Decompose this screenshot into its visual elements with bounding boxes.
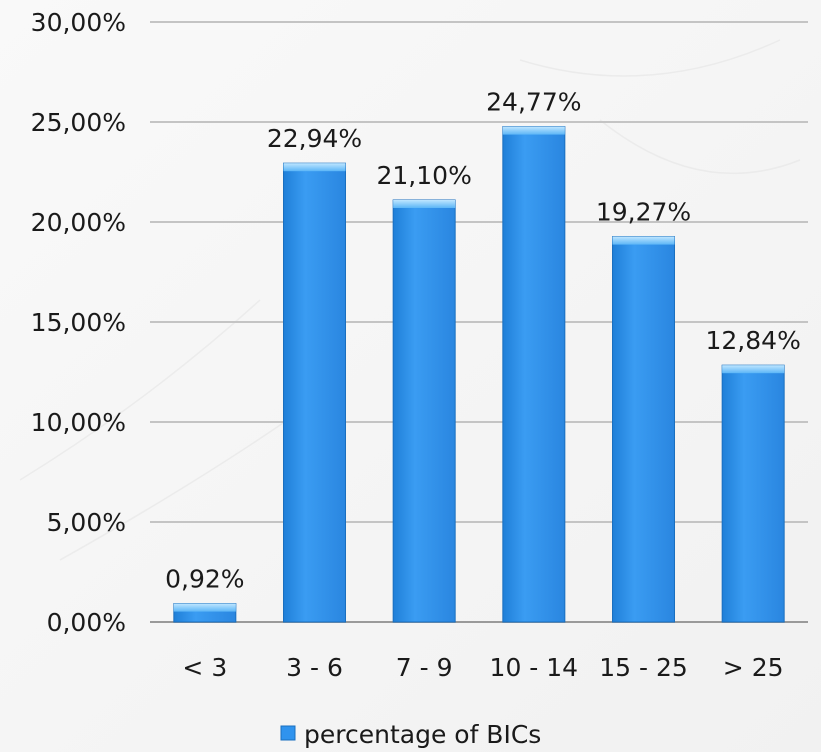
bar-highlight bbox=[722, 365, 785, 374]
bar-highlight bbox=[612, 236, 675, 245]
data-label: 21,10% bbox=[377, 161, 472, 190]
y-tick-label: 30,00% bbox=[31, 8, 126, 37]
bar-highlight bbox=[173, 603, 236, 612]
x-category-label: > 25 bbox=[723, 653, 784, 682]
bar bbox=[283, 162, 346, 623]
bar bbox=[612, 236, 675, 623]
y-tick-label: 0,00% bbox=[47, 608, 126, 637]
x-category-label: < 3 bbox=[182, 653, 227, 682]
legend: percentage of BICs bbox=[280, 720, 541, 749]
data-label: 19,27% bbox=[596, 198, 691, 227]
bar bbox=[721, 364, 785, 623]
bars bbox=[173, 126, 785, 623]
y-tick-label: 5,00% bbox=[47, 508, 126, 537]
data-label: 22,94% bbox=[267, 124, 362, 153]
y-axis-tick-labels: 0,00% 5,00% 10,00% 15,00% 20,00% 25,00% 30,00% bbox=[31, 8, 126, 637]
bar bbox=[392, 199, 456, 623]
x-category-label: 15 - 25 bbox=[599, 653, 688, 682]
y-tick-label: 25,00% bbox=[31, 108, 126, 137]
bar-highlight bbox=[393, 200, 456, 208]
legend-swatch bbox=[280, 725, 296, 741]
y-tick-label: 15,00% bbox=[31, 308, 126, 337]
data-labels: 0,92% 22,94% 21,10% 24,77% 19,27% 12,84% bbox=[165, 88, 801, 594]
legend-label: percentage of BICs bbox=[304, 720, 541, 749]
bar-highlight bbox=[283, 163, 346, 172]
x-category-label: 7 - 9 bbox=[396, 653, 453, 682]
bar bbox=[502, 126, 566, 623]
y-tick-label: 20,00% bbox=[31, 208, 126, 237]
x-category-label: 10 - 14 bbox=[490, 653, 579, 682]
x-axis-category-labels: < 3 3 - 6 7 - 9 10 - 14 15 - 25 > 25 bbox=[182, 653, 783, 682]
bar-highlight bbox=[502, 126, 565, 135]
y-tick-label: 10,00% bbox=[31, 408, 126, 437]
x-category-label: 3 - 6 bbox=[286, 653, 343, 682]
data-label: 24,77% bbox=[486, 88, 581, 117]
data-label: 12,84% bbox=[706, 326, 801, 355]
data-label: 0,92% bbox=[165, 565, 244, 594]
gridlines bbox=[150, 21, 808, 623]
